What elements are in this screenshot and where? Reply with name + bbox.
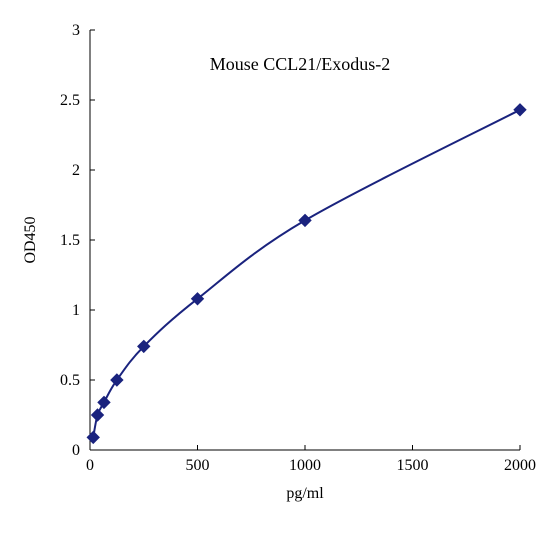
x-axis-label: pg/ml [286,485,324,502]
data-marker [98,396,110,408]
x-tick-label: 1000 [289,457,321,474]
y-tick-label: 2.5 [60,92,80,109]
y-tick-label: 1 [72,302,80,319]
data-marker [299,214,311,226]
y-axis-label: OD450 [22,216,39,263]
chart-title: Mouse CCL21/Exodus-2 [210,54,391,74]
y-tick-label: 3 [72,22,80,39]
x-tick-label: 0 [86,457,94,474]
line-chart: 0 500 1000 1500 2000 0 0.5 1 1.5 2 2.5 3 pg/ml OD450 M… [0,0,551,535]
y-tick-label: 0.5 [60,372,80,389]
x-tick-label: 1500 [397,457,429,474]
chart-container: 0 500 1000 1500 2000 0 0.5 1 1.5 2 2.5 3 pg/ml OD450 M… [0,0,551,535]
x-tick-label: 500 [186,457,210,474]
data-marker [92,409,104,421]
data-marker [111,374,123,386]
y-tick-label: 2 [72,162,80,179]
y-tick-label: 0 [72,442,80,459]
series-line [93,110,520,438]
y-tick-label: 1.5 [60,232,80,249]
data-marker [514,104,526,116]
data-marker [87,431,99,443]
x-tick-label: 2000 [504,457,536,474]
